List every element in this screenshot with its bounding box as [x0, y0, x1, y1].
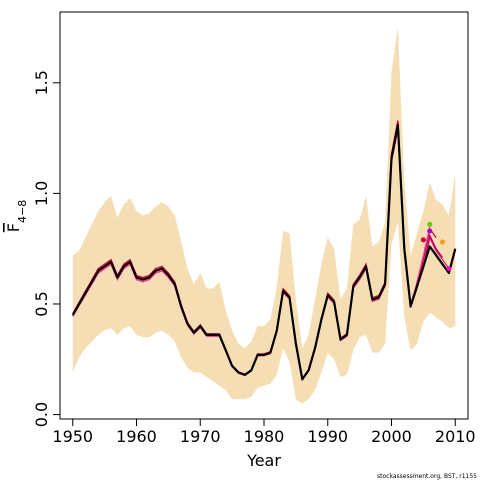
- x-tick-label: 1990: [307, 427, 348, 446]
- y-axis: 0.0 0.5 1.0 1.5: [32, 70, 60, 427]
- y-axis-title: F4−8: [4, 200, 29, 232]
- confidence-band-layer: [72, 27, 456, 404]
- confidence-band: [72, 27, 456, 404]
- y-tick-label: 1.5: [32, 70, 51, 95]
- x-axis: 1950 1960 1970 1980 1990 2000 2010: [52, 419, 476, 446]
- retro-points-layer: [420, 221, 452, 272]
- retro-point: [427, 221, 433, 227]
- y-axis-title-subscript: 4−8: [16, 200, 29, 223]
- credit-text: stockassessment.org, BST, r1155: [377, 473, 477, 480]
- retro-point: [427, 228, 433, 234]
- x-tick-label: 2000: [371, 427, 412, 446]
- x-tick-label: 1950: [52, 427, 93, 446]
- y-tick-label: 1.0: [32, 181, 51, 206]
- estimate-line-layer: [71, 123, 457, 381]
- svg-text:F4−8: F4−8: [4, 200, 29, 232]
- x-tick-label: 1980: [244, 427, 285, 446]
- retro-point: [440, 239, 445, 245]
- y-tick-label: 0.0: [32, 402, 51, 427]
- x-tick-label: 2010: [435, 427, 476, 446]
- x-tick-label: 1960: [116, 427, 157, 446]
- retro-point: [446, 266, 452, 272]
- estimate-line: [71, 123, 457, 381]
- y-axis-title-main: F: [4, 223, 23, 232]
- x-tick-label: 1970: [180, 427, 221, 446]
- y-tick-label: 0.5: [32, 291, 51, 316]
- x-axis-title: Year: [246, 451, 281, 470]
- retro-point: [420, 237, 426, 243]
